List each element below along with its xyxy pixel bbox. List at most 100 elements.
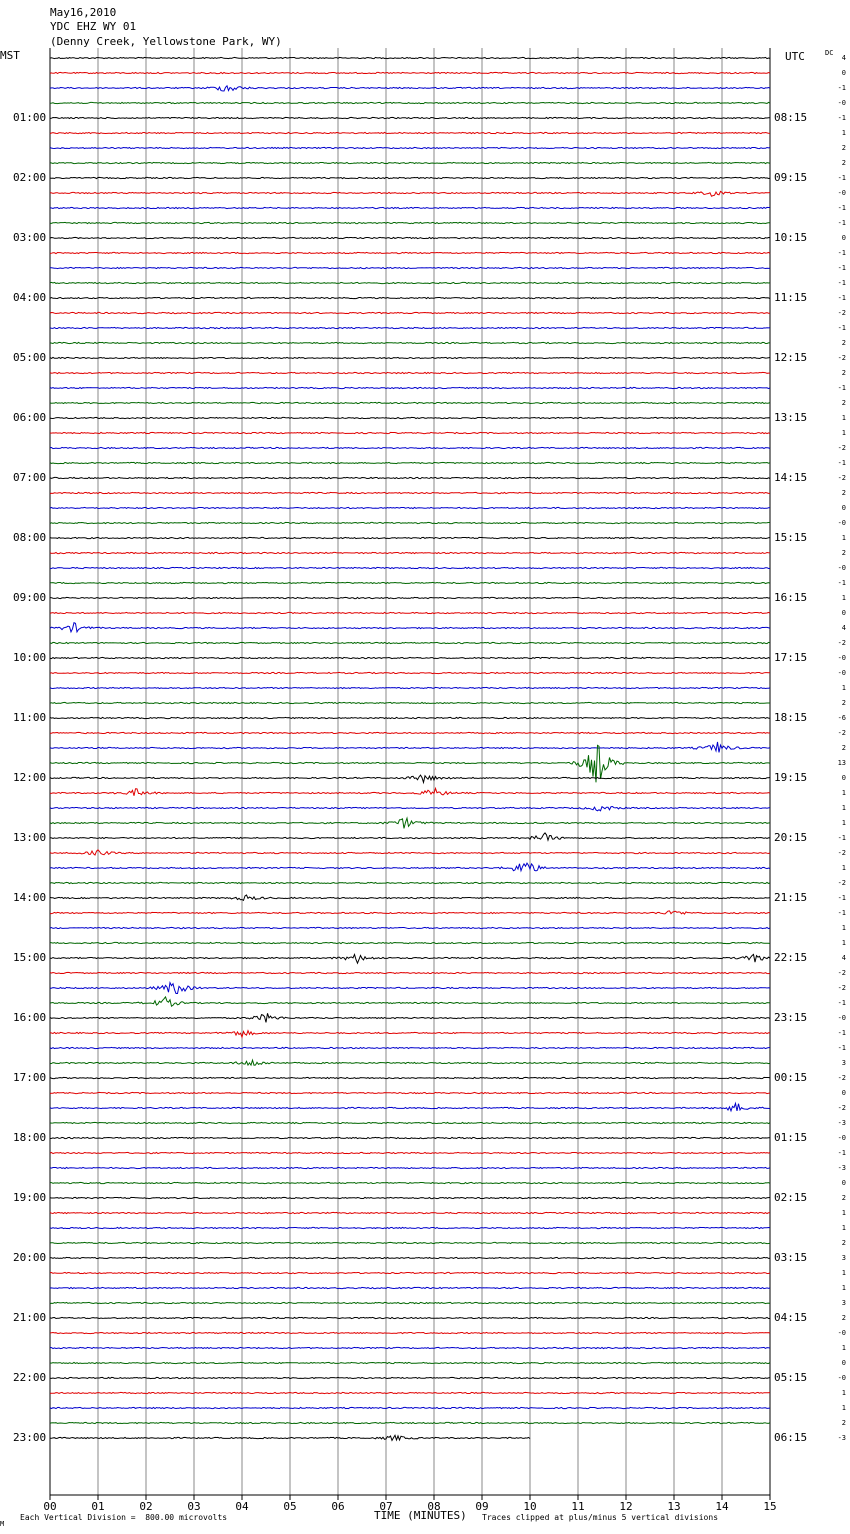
mst-hour-label: 20:00 [13,1251,47,1264]
dc-offset-value: -1 [837,264,846,272]
dc-offset-value: 2 [841,549,846,557]
mst-hour-label: 06:00 [13,411,47,424]
seismic-trace-74 [49,1166,771,1170]
dc-offset-value: 0 [841,609,846,617]
seismic-trace-15 [49,281,771,285]
dc-offset-value: -1 [837,294,846,302]
seismic-trace-34 [49,566,771,570]
seismic-trace-18 [49,326,771,330]
dc-offset-value: -1 [837,219,846,227]
dc-offset-value: -2 [837,969,846,977]
seismic-trace-9 [49,190,771,197]
seismic-trace-47 [49,744,771,783]
seismic-trace-14 [49,266,771,270]
seismic-trace-6 [49,146,771,150]
utc-hour-label: 12:15 [774,351,808,364]
seismic-trace-56 [49,894,771,902]
seismic-trace-12 [49,236,771,240]
seismic-trace-21 [49,371,770,375]
dc-offset-value: -2 [837,639,846,647]
dc-offset-value: -0 [837,1014,846,1022]
dc-offset-value: -1 [837,324,846,332]
dc-offset-value: 1 [841,789,846,797]
seismic-trace-13 [49,251,771,255]
mst-hour-label: 11:00 [13,711,47,724]
utc-hour-label: 14:15 [774,471,808,484]
seismic-trace-50 [49,805,771,812]
dc-offset-value: 2 [841,399,846,407]
dc-offset-value: -1 [837,1029,846,1037]
utc-hour-label: 09:15 [774,171,808,184]
dc-offset-value: 0 [841,1179,846,1187]
dc-offset-value: 0 [841,234,846,242]
dc-offset-value: -3 [837,1164,846,1172]
dc-offset-value: 2 [841,1419,846,1427]
dc-offset-value: -2 [837,444,846,452]
seismic-trace-55 [49,881,771,885]
dc-offset-value: -6 [837,714,846,722]
dc-offset-value: 1 [841,129,846,137]
dc-offset-value: -2 [837,729,846,737]
seismic-trace-69 [49,1091,771,1095]
seismic-trace-58 [49,926,771,930]
dc-offset-value: 1 [841,1224,846,1232]
seismic-trace-10 [49,206,770,210]
mst-hour-label: 15:00 [13,951,47,964]
dc-offset-value: -1 [837,1044,846,1052]
dc-offset-value: -1 [837,249,846,257]
seismic-trace-46 [49,741,771,753]
seismic-trace-61 [49,971,771,975]
mst-hour-label: 19:00 [13,1191,47,1204]
seismic-trace-31 [49,521,770,525]
dc-offset-value: -0 [837,99,846,107]
dc-offset-value: -0 [837,1329,846,1337]
utc-hour-label: 18:15 [774,711,808,724]
dc-offset-value: 13 [837,759,846,767]
x-tick-label: 07 [379,1500,392,1513]
utc-hour-label: 13:15 [774,411,808,424]
dc-offset-value: 1 [841,819,846,827]
dc-offset-value: 2 [841,1239,846,1247]
seismic-trace-67 [50,1058,771,1067]
dc-offset-value: 4 [841,624,846,632]
seismic-trace-27 [49,461,771,465]
dc-offset-value: 0 [841,504,846,512]
dc-offset-value: 0 [841,1359,846,1367]
seismic-trace-92 [50,1434,531,1442]
seismic-trace-72 [49,1136,770,1140]
seismic-trace-44 [49,716,771,720]
utc-hour-label: 11:15 [774,291,808,304]
x-tick-label: 10 [523,1500,536,1513]
x-tick-label: 15 [763,1500,776,1513]
dc-offset-value: -1 [837,834,846,842]
dc-offset-value: 1 [841,684,846,692]
utc-hour-label: 01:15 [774,1131,808,1144]
dc-offset-value: 1 [841,804,846,812]
seismic-trace-65 [49,1029,771,1039]
seismic-trace-33 [49,551,771,555]
seismic-trace-22 [49,386,771,390]
dc-offset-value: 4 [841,954,846,962]
seismic-trace-16 [49,296,771,300]
dc-offset-value: -2 [837,849,846,857]
dc-offset-value: -1 [837,114,846,122]
seismic-trace-41 [49,671,771,675]
x-tick-label: 11 [571,1500,584,1513]
mst-hour-label: 21:00 [13,1311,47,1324]
dc-offset-value: -0 [837,1134,846,1142]
utc-hour-label: 03:15 [774,1251,808,1264]
x-tick-label: 00 [43,1500,56,1513]
seismic-trace-82 [49,1286,771,1290]
seismic-trace-54 [49,862,771,873]
mst-hour-label: 03:00 [13,231,47,244]
seismic-trace-83 [49,1301,771,1305]
seismic-trace-91 [49,1421,771,1425]
dc-offset-value: 3 [841,1059,846,1067]
dc-offset-value: 2 [841,699,846,707]
x-tick-label: 08 [427,1500,440,1513]
seismic-trace-35 [50,581,771,585]
seismic-trace-87 [49,1361,771,1365]
seismic-trace-71 [49,1121,771,1125]
mst-axis-label: MST [0,49,20,62]
